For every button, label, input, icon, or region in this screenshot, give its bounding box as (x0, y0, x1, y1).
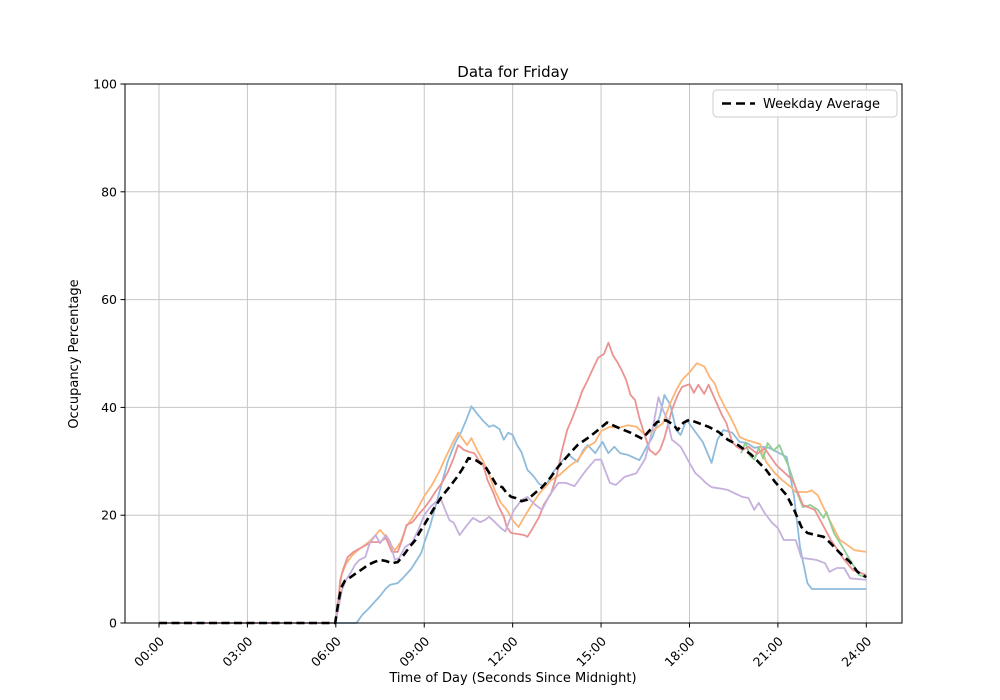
x-tick-label: 24:00 (838, 633, 874, 669)
x-tick-label: 09:00 (396, 633, 432, 669)
x-axis-label: Time of Day (Seconds Since Midnight) (388, 671, 636, 686)
legend: Weekday Average (712, 89, 898, 118)
series-line-weekday-purple (159, 396, 867, 624)
y-tick-label: 100 (93, 77, 117, 92)
legend-entry-label: Weekday Average (763, 97, 880, 112)
x-tick-label: 12:00 (485, 633, 521, 669)
x-tick-label: 18:00 (662, 633, 698, 669)
x-tick-label: 21:00 (750, 633, 786, 669)
x-tick-label: 03:00 (219, 633, 255, 669)
y-tick-label: 60 (101, 292, 117, 307)
axes-frame (124, 83, 903, 624)
series-line-weekday-orange (159, 362, 867, 624)
legend-box (712, 89, 898, 118)
x-tick-label: 15:00 (573, 633, 609, 669)
chart-title: Data for Friday (457, 63, 569, 81)
series-line-weekday-red (159, 341, 867, 624)
x-tick-label: 06:00 (308, 633, 344, 669)
grid-layer (125, 83, 902, 624)
x-tick-label: 00:00 (131, 633, 167, 669)
series-layer (159, 341, 867, 625)
tick-layer: 00:00 03:00 06:00 09:00 12:00 15:00 18:00 21:00… (93, 77, 874, 670)
series-line-weekday-average (159, 418, 867, 625)
y-tick-label: 0 (109, 616, 117, 631)
y-tick-label: 20 (101, 508, 117, 523)
y-axis-label: Occupancy Percentage (67, 279, 82, 428)
y-tick-label: 40 (101, 400, 117, 415)
y-tick-label: 80 (101, 184, 117, 199)
